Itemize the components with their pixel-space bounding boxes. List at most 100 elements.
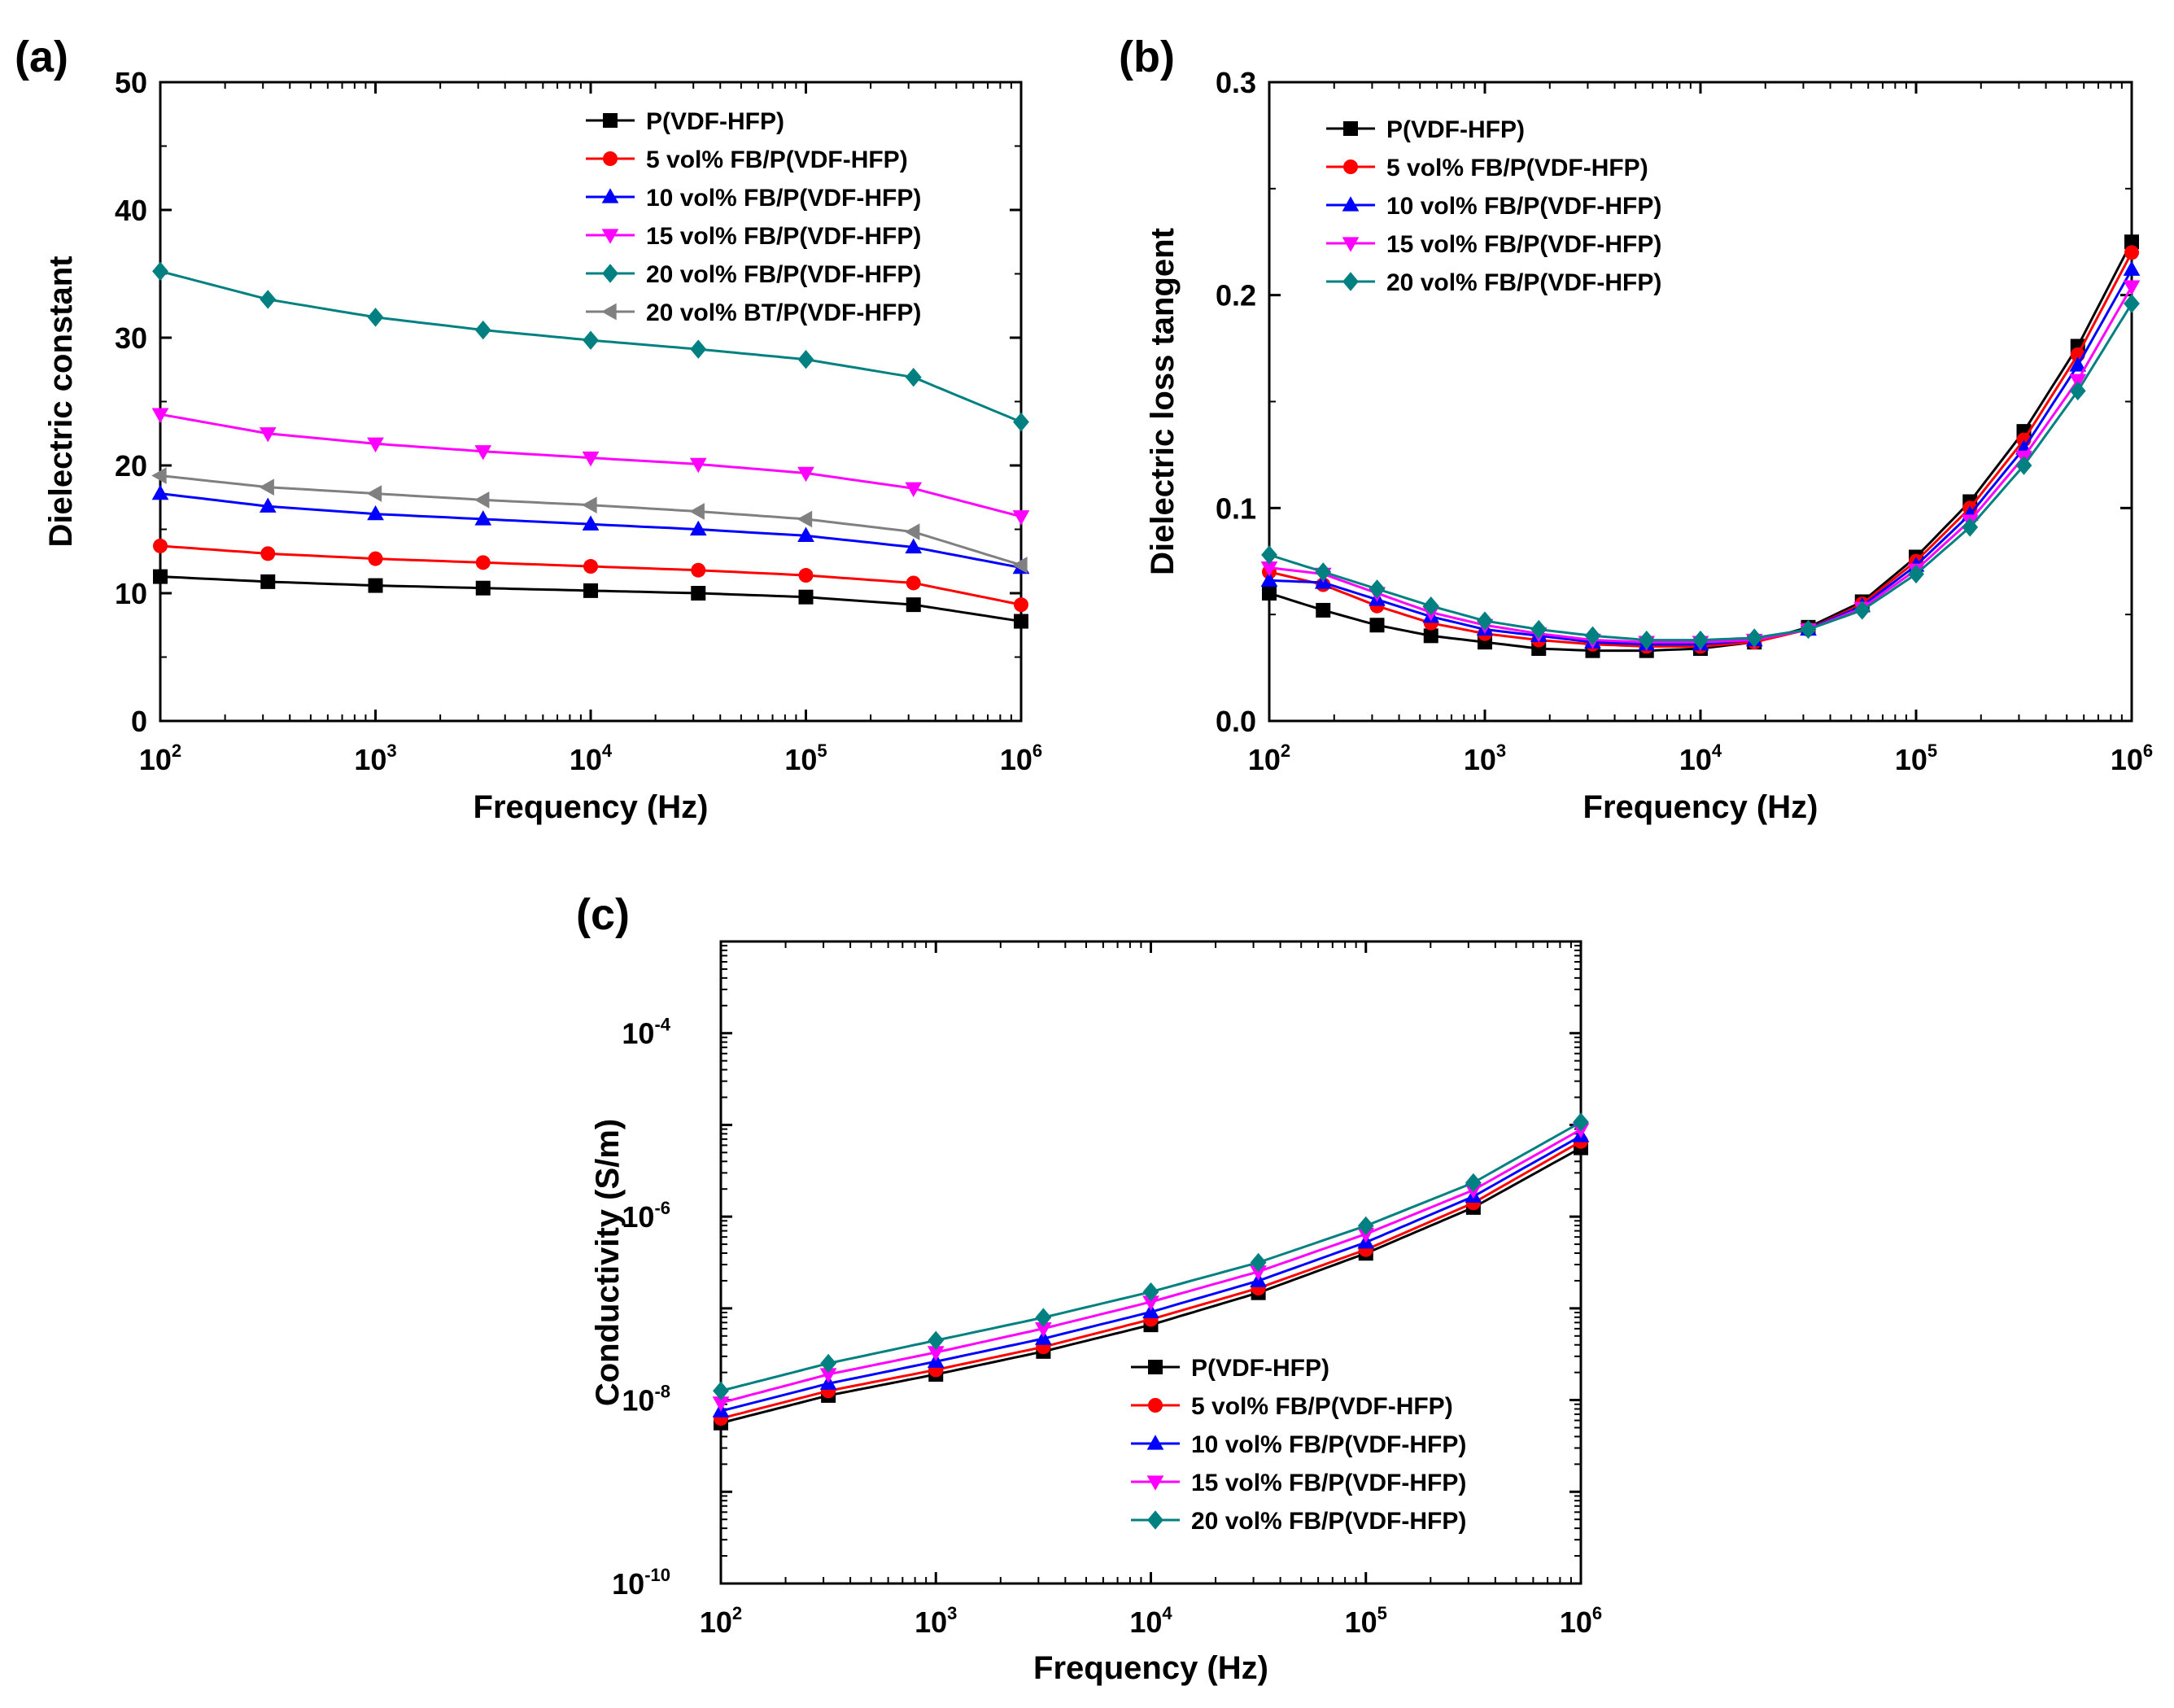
series-line [720,1120,1582,1392]
data-point [583,559,598,574]
legend-label: 5 vol% FB/P(VDF-HFP) [1191,1393,1453,1420]
data-point [1465,1173,1482,1193]
legend-marker [603,151,618,166]
data-point [1013,412,1029,432]
data-point [153,569,168,584]
series-line [1268,241,2133,653]
legend-marker [1342,272,1359,291]
legend-marker [1343,159,1358,174]
legend-item: P(VDF-HFP) [586,108,784,135]
data-point [1014,597,1028,613]
data-point [2124,234,2139,250]
x-tick-label: 102 [700,1603,742,1639]
legend-label: 15 vol% FB/P(VDF-HFP) [1386,231,1661,258]
series-3 [151,484,1030,574]
data-point [474,491,490,509]
legend-marker [601,229,619,244]
x-axis-title: Frequency (Hz) [1583,789,1818,825]
series-5 [1261,294,2140,650]
data-point [1357,1227,1375,1243]
series-1 [153,569,1028,629]
x-tick-label: 106 [1560,1603,1602,1639]
data-point [691,586,706,601]
data-point [1142,1303,1159,1319]
legend-label: 5 vol% FB/P(VDF-HFP) [1386,155,1648,181]
chart-panel-1: (a) 102 103 104 105 106 0 10 20 30 40 50 Frequency (… [15,33,1042,825]
data-point [1369,618,1385,633]
data-point [582,451,600,467]
data-point [905,538,923,554]
data-point [1530,619,1548,640]
data-point [691,562,706,578]
legend-label: 15 vol% FB/P(VDF-HFP) [1191,1470,1466,1496]
data-point [1422,596,1439,616]
legend-item: 15 vol% FB/P(VDF-HFP) [1131,1470,1466,1496]
series-line [1268,251,2133,648]
legend-marker [1148,1360,1163,1374]
data-point [1014,614,1028,629]
panel-label: (c) [576,890,630,939]
data-point [475,555,491,570]
legend-item: 5 vol% FB/P(VDF-HFP) [586,146,908,173]
legend: P(VDF-HFP) 5 vol% FB/P(VDF-HFP) 10 vol% FB… [586,108,921,326]
legend-label: P(VDF-HFP) [1386,116,1525,143]
legend-item: 20 vol% FB/P(VDF-HFP) [1326,269,1661,296]
legend-item: 10 vol% FB/P(VDF-HFP) [1326,193,1661,220]
data-point [1477,611,1493,631]
data-point [152,261,168,282]
data-point [1638,630,1655,650]
series-2 [1262,245,2139,654]
data-point [1908,564,1924,584]
data-point [2123,260,2141,276]
data-point [927,1346,945,1361]
x-tick-label: 104 [1679,740,1722,776]
data-point [368,551,383,566]
data-point [798,589,814,605]
data-point [1012,510,1030,526]
data-point [1261,545,1277,565]
y-tick-label: 0.2 [1216,279,1256,312]
data-point [259,427,277,443]
panel-label: (a) [15,33,68,81]
legend-item: 5 vol% FB/P(VDF-HFP) [1326,155,1648,181]
legend-label: 10 vol% FB/P(VDF-HFP) [1191,1431,1466,1458]
data-point [1423,628,1438,644]
data-point [819,1368,837,1383]
series-5 [713,1112,1589,1400]
data-point [1369,579,1386,599]
x-tick-label: 103 [915,1603,957,1639]
legend-item: 15 vol% FB/P(VDF-HFP) [586,223,921,250]
legend: P(VDF-HFP) 5 vol% FB/P(VDF-HFP) 10 vol% FB… [1131,1355,1466,1535]
data-point [1746,628,1763,648]
legend-marker [1146,1475,1164,1491]
x-tick-label: 102 [139,740,181,776]
data-point [904,523,920,540]
data-point [366,485,382,502]
legend-item: 5 vol% FB/P(VDF-HFP) [1131,1393,1453,1420]
series-2 [714,1134,1588,1426]
data-point [474,510,492,526]
x-tick-label: 103 [354,740,396,776]
x-tick-label: 104 [570,740,613,776]
data-point [2015,456,2032,475]
legend-marker [1342,237,1360,252]
chart-panel-3: (c) 102 103 104 105 106 10-10 10-8 10-6 10-4 Frequ… [576,890,1602,1686]
legend-marker [602,264,618,283]
legend-label: 10 vol% FB/P(VDF-HFP) [1386,193,1661,220]
x-tick-label: 105 [1895,740,1937,776]
data-point [1035,1308,1052,1327]
y-tick-label: 20 [115,449,147,483]
legend-label: P(VDF-HFP) [646,108,784,135]
y-tick-label: 10-10 [612,1565,670,1601]
data-point [797,466,814,483]
series-4 [151,408,1030,526]
x-tick-label: 105 [1345,1603,1387,1639]
data-point [820,1353,837,1374]
legend-label: 20 vol% FB/P(VDF-HFP) [1191,1508,1466,1535]
data-point [690,339,707,359]
data-point [367,437,384,453]
data-point [583,583,598,598]
legend-label: 20 vol% FB/P(VDF-HFP) [646,261,921,288]
y-axis-title: Dielectric loss tangent [1145,228,1181,575]
